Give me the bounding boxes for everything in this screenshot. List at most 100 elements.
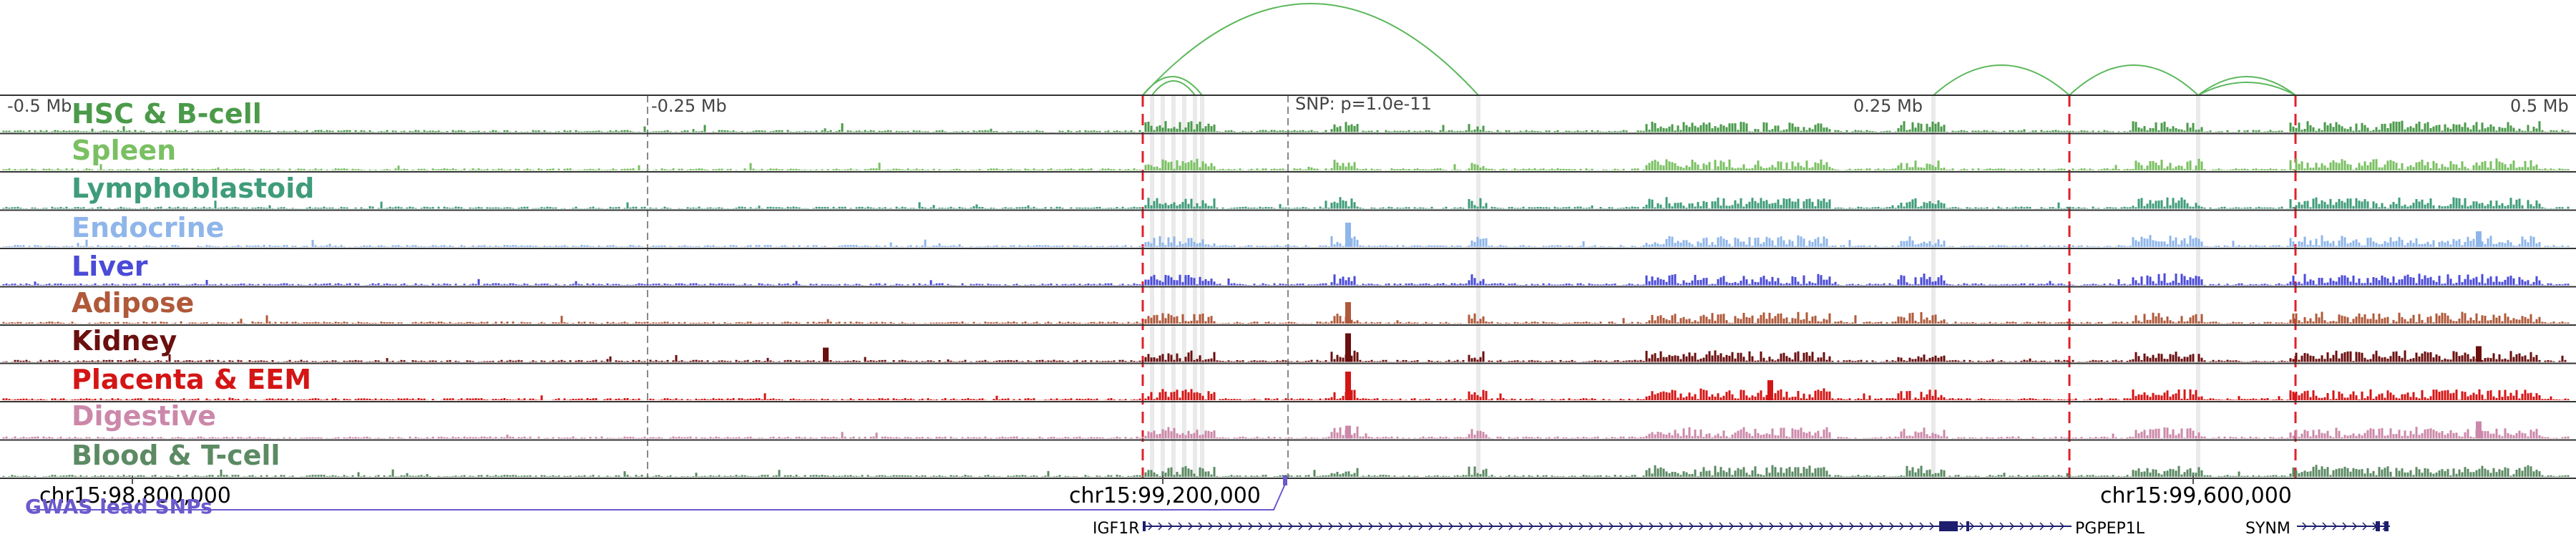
coord-label-99200000: chr15:99,200,000 — [1069, 483, 1261, 508]
gene-strand-arrow — [2362, 522, 2368, 531]
gene-strand-arrow — [1649, 522, 1654, 531]
signal-track-7 — [2, 388, 2570, 400]
gene-strand-arrow — [1839, 522, 1845, 531]
gene-strand-arrow — [1388, 522, 1394, 531]
chromatin-loop-arc — [2069, 64, 2199, 96]
gene-strand-arrow — [1488, 522, 1494, 531]
gene-strand-arrow — [1288, 522, 1294, 531]
gene-strand-arrow — [1178, 522, 1184, 531]
signal-track-8 — [2, 426, 2570, 439]
signal-track-1 — [2, 158, 2570, 170]
gene-strand-arrow — [1689, 522, 1694, 531]
gene-strand-arrow — [2039, 522, 2045, 531]
gene-strand-arrow — [2312, 522, 2318, 531]
gene-label-igf1r: IGF1R — [1093, 520, 1139, 537]
gene-strand-arrow — [1408, 522, 1414, 531]
gene-strand-arrow — [1468, 522, 1474, 531]
gene-strand-arrow — [1308, 522, 1314, 531]
track-label-lymphoblastoid: Lymphoblastoid — [72, 173, 314, 204]
gene-strand-arrow — [1819, 522, 1825, 531]
gwas-track: GWAS lead SNPs — [25, 475, 1287, 518]
gene-strand-arrow — [1198, 522, 1204, 531]
signal-peak — [2476, 231, 2482, 247]
gene-strand-arrow — [1859, 522, 1865, 531]
gene-strand-arrow — [1438, 522, 1444, 531]
gene-strand-arrow — [1709, 522, 1714, 531]
gene-strand-arrow — [1749, 522, 1755, 531]
track-label-endocrine: Endocrine — [72, 212, 224, 243]
signal-peak — [1345, 302, 1351, 324]
gene-strand-arrow — [1278, 522, 1284, 531]
gene-strand-arrow — [2352, 522, 2358, 531]
gene-strand-arrow — [1769, 522, 1775, 531]
chromatin-loop-arc — [1142, 3, 1479, 96]
gene-strand-arrow — [1599, 522, 1604, 531]
gene-track: IGF1R PGPEP1L SYNM — [1093, 520, 2390, 537]
gene-strand-arrow — [1699, 522, 1704, 531]
gene-strand-arrow — [1528, 522, 1534, 531]
gene-strand-arrow — [1228, 522, 1234, 531]
signal-track-5 — [2, 311, 2570, 324]
signal-peak — [2476, 421, 2482, 439]
gene-strand-arrow — [1368, 522, 1374, 531]
signal-track-2 — [2, 197, 2570, 209]
gene-strand-arrow — [1338, 522, 1344, 531]
gene-strand-arrow — [1558, 522, 1564, 531]
gene-strand-arrow — [1568, 522, 1574, 531]
gene-strand-arrow — [1639, 522, 1644, 531]
track-label-kidney: Kidney — [72, 325, 177, 357]
gene-strand-arrow — [1398, 522, 1404, 531]
gene-strand-arrow — [1909, 522, 1915, 531]
gene-strand-arrow — [1879, 522, 1885, 531]
gene-strand-arrow — [1919, 522, 1925, 531]
signal-peak — [1345, 223, 1351, 247]
gene-exon — [1143, 521, 1146, 531]
gene-strand-arrow — [2029, 522, 2035, 531]
gene-strand-arrow — [1348, 522, 1354, 531]
chromatin-loop-arc — [2197, 82, 2296, 96]
gene-strand-arrow — [1809, 522, 1815, 531]
coordinate-axis: chr15:98,800,000 chr15:99,200,000 chr15:… — [39, 475, 2292, 508]
gene-strand-arrow — [1218, 522, 1224, 531]
gene-strand-arrow — [2059, 522, 2065, 531]
coord-label-98800000: chr15:98,800,000 — [39, 483, 231, 508]
gene-strand-arrow — [1458, 522, 1464, 531]
gene-strand-arrow — [1679, 522, 1684, 531]
gene-strand-arrow — [1849, 522, 1855, 531]
gene-strand-arrow — [1609, 522, 1614, 531]
gene-strand-arrow — [1659, 522, 1664, 531]
gene-strand-arrow — [1498, 522, 1504, 531]
gene-strand-arrow — [1869, 522, 1875, 531]
snp-pvalue-label: SNP: p=1.0e-11 — [1295, 94, 1432, 114]
gene-strand-arrow — [1248, 522, 1254, 531]
gene-strand-arrow — [2302, 522, 2308, 531]
gene-strand-arrow — [1959, 522, 1965, 531]
gene-strand-arrow — [1158, 522, 1163, 531]
gwas-snp-marker — [1283, 475, 1287, 485]
gene-strand-arrow — [2322, 522, 2328, 531]
track-labels: HSC & B-cell Spleen Lymphoblastoid Endoc… — [72, 98, 314, 471]
tracks-panel — [0, 95, 2576, 479]
gene-strand-arrow — [1378, 522, 1384, 531]
gene-strand-arrow — [1268, 522, 1274, 531]
gene-strand-arrow — [1589, 522, 1594, 531]
gwas-lead-snps-label: GWAS lead SNPs — [25, 495, 213, 518]
gene-exon — [1939, 521, 1958, 531]
gene-strand-arrow — [1508, 522, 1514, 531]
chromatin-loops — [1142, 3, 2296, 96]
gene-strand-arrow — [1168, 522, 1174, 531]
gene-strand-arrow — [1548, 522, 1554, 531]
signal-peak — [1767, 380, 1773, 400]
gene-strand-arrow — [2009, 522, 2015, 531]
signal-peak — [1345, 333, 1351, 362]
gene-strand-arrow — [1428, 522, 1434, 531]
gene-strand-arrow — [1779, 522, 1785, 531]
gene-strand-arrow — [1669, 522, 1674, 531]
chromatin-loop-arc — [1142, 76, 1203, 96]
gene-strand-arrow — [1258, 522, 1264, 531]
gene-strand-arrow — [1759, 522, 1765, 531]
gene-exon — [2376, 521, 2380, 531]
gene-strand-arrow — [1478, 522, 1484, 531]
gene-strand-arrow — [1328, 522, 1334, 531]
